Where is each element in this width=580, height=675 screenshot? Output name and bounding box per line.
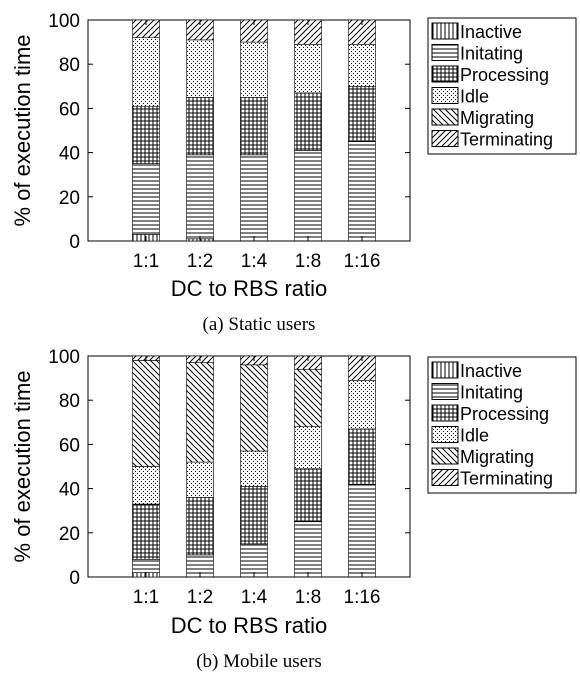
legend-swatch [431, 65, 459, 83]
bar-segment-processing [240, 486, 268, 545]
bar-segment-initating [348, 483, 376, 578]
bar-segment-idle [186, 39, 214, 98]
legend-entry: Initating [460, 383, 523, 403]
bar-segment-processing [294, 468, 322, 523]
bar-segment-initating [186, 154, 214, 240]
x-tick-label: 1:1 [133, 587, 159, 608]
x-tick-label: 1:4 [241, 251, 268, 272]
legend-entry: Inactive [460, 22, 522, 42]
bar-segment-processing [348, 428, 376, 485]
bar-segment-initating [240, 154, 268, 242]
y-tick-label: 80 [59, 391, 80, 412]
bar-segment-migrating [132, 360, 160, 467]
bar-segment-migrating [294, 368, 322, 428]
legend-swatch [431, 426, 459, 443]
legend-entry: Initating [460, 44, 523, 64]
x-axis-label: DC to RBS ratio [171, 613, 328, 638]
bar-segment-processing [132, 503, 160, 560]
x-tick-label: 1:8 [295, 587, 321, 608]
x-tick-label: 1:16 [344, 587, 381, 608]
legend-swatch [431, 108, 459, 126]
y-axis-label: % of execution time [10, 35, 35, 227]
bar-segment-idle [294, 44, 322, 94]
y-tick-label: 40 [59, 480, 80, 501]
bar-segment-migrating [240, 364, 268, 452]
bar-segment-processing [348, 86, 376, 142]
legend-swatch [431, 87, 459, 104]
bar-segment-idle [348, 380, 376, 430]
x-tick-label: 1:8 [295, 251, 321, 272]
bar-segment-idle [348, 44, 376, 87]
y-tick-label: 0 [69, 568, 80, 589]
x-tick-label: 1:16 [344, 251, 381, 272]
legend-entry: Idle [460, 426, 489, 446]
bar-segment-processing [294, 92, 322, 151]
bar-segment-processing [240, 97, 268, 156]
bar-segment-idle [132, 37, 160, 107]
bar-segment-idle [132, 466, 160, 505]
bar-segment-processing [186, 97, 214, 156]
y-tick-label: 40 [59, 144, 80, 165]
y-tick-label: 20 [59, 188, 80, 209]
legend-swatch [431, 361, 459, 379]
legend-swatch [431, 44, 459, 61]
bar-segment-initating [294, 521, 322, 578]
y-tick-label: 80 [59, 55, 80, 76]
legend-entry: Migrating [460, 447, 534, 467]
static-users-chart: 0 20 40 60 80 100 1:1 1:2 1:4 1:8 1:16 DC to RBS ra… [10, 11, 577, 335]
bar-segment-initating [294, 150, 322, 242]
legend-entry: Idle [460, 87, 489, 107]
legend: InactiveInitatingProcessingIdleMigrating… [427, 356, 577, 494]
y-tick-label: 0 [69, 232, 80, 253]
legend-entry: Terminating [460, 130, 553, 150]
x-tick-label: 1:1 [133, 251, 159, 272]
x-tick-label: 1:2 [187, 251, 213, 272]
bar-segment-idle [240, 41, 268, 98]
y-tick-label: 60 [59, 435, 80, 456]
legend-entry: Inactive [460, 361, 522, 381]
bar-segment-initating [348, 141, 376, 242]
legend-swatch [431, 404, 459, 422]
bar-segment-initating [240, 543, 268, 578]
x-axis-label: DC to RBS ratio [171, 276, 328, 301]
bar-segment-idle [294, 426, 322, 470]
legend-entry: Processing [460, 404, 549, 424]
legend-entry: Processing [460, 65, 549, 85]
x-tick-label: 1:2 [187, 587, 213, 608]
legend-swatch [431, 383, 459, 400]
legend-swatch [431, 130, 459, 147]
y-tick-label: 20 [59, 524, 80, 545]
bar-segment-processing [186, 497, 214, 556]
mobile-users-chart: 0 20 40 60 80 100 1:1 1:2 1:4 1:8 1:16 DC to RBS ra… [10, 347, 577, 672]
x-tick-label: 1:4 [241, 587, 268, 608]
y-tick-label: 100 [48, 11, 80, 32]
figure-caption: (b) Mobile users [196, 651, 322, 672]
legend-entry: Terminating [460, 469, 553, 489]
bar-segment-initating [132, 559, 160, 573]
bar-segment-processing [132, 105, 160, 164]
legend-swatch [431, 447, 459, 465]
bar-segment-idle [240, 450, 268, 487]
y-axis-label: % of execution time [10, 371, 35, 563]
figure-caption: (a) Static users [203, 314, 316, 335]
legend: InactiveInitatingProcessingIdleMigrating… [427, 17, 577, 155]
y-tick-label: 100 [48, 347, 80, 368]
legend-swatch [431, 22, 459, 40]
bar-segment-idle [186, 461, 214, 498]
legend-swatch [431, 469, 459, 486]
bar-segment-initating [132, 163, 160, 235]
bar-segment-migrating [186, 362, 214, 463]
legend-entry: Migrating [460, 108, 534, 128]
y-tick-label: 60 [59, 99, 80, 120]
